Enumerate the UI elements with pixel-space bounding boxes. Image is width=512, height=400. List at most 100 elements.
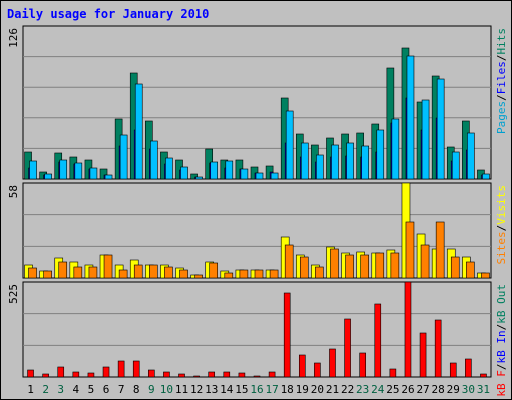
bar-pages-day-16: [255, 172, 264, 180]
day-label: 24: [371, 383, 385, 396]
y-max-label-bottom: 525: [7, 284, 20, 304]
bar-kb-f-day-3: [57, 366, 65, 378]
day-label: 22: [341, 383, 354, 396]
y-max-label-top: 126: [7, 28, 20, 48]
bar-kb-f-day-5: [87, 372, 95, 378]
day-label: 4: [73, 383, 80, 396]
bar-kb-f-day-23: [359, 352, 366, 378]
bar-kb-f-day-16: [253, 375, 261, 378]
bar-sites-day-29: [450, 256, 460, 279]
bar-sites-day-3: [58, 261, 68, 279]
day-label: 5: [88, 383, 95, 396]
bar-kb-f-day-15: [238, 372, 246, 378]
bar-pages-day-30: [467, 132, 475, 180]
day-label: 30: [462, 383, 475, 396]
bar-pages-day-12: [195, 176, 203, 180]
bar-sites-day-31: [481, 272, 490, 279]
bar-sites-day-11: [179, 269, 188, 279]
bar-pages-day-23: [361, 145, 369, 180]
bar-kb-f-day-9: [148, 369, 155, 378]
bar-sites-day-13: [209, 262, 219, 279]
day-label: 1: [27, 383, 34, 396]
bar-pages-day-1: [29, 160, 37, 180]
day-label: 21: [326, 383, 339, 396]
bar-pages-day-18: [285, 110, 294, 180]
legend-top: Pages/Files/Hits: [495, 28, 508, 134]
bar-kb-f-day-30: [465, 358, 472, 378]
bar-pages-day-28: [436, 78, 445, 180]
legend-middle: Sites/Visits: [495, 185, 508, 265]
bar-sites-day-2: [43, 270, 52, 279]
bar-sites-day-1: [28, 267, 37, 279]
bar-kb-f-day-13: [208, 371, 216, 378]
legend-entry: Visits: [495, 185, 508, 225]
day-label: 25: [386, 383, 399, 396]
bar-kb-f-day-25: [389, 368, 397, 378]
bar-pages-day-10: [165, 157, 173, 180]
day-label: 17: [265, 383, 278, 396]
bar-sites-day-28: [435, 221, 445, 279]
day-label: 19: [296, 383, 309, 396]
bar-pages-day-15: [240, 168, 249, 180]
bar-sites-day-26: [405, 221, 415, 279]
bar-sites-day-20: [315, 266, 324, 279]
day-label: 7: [118, 383, 125, 396]
bar-sites-day-22: [345, 254, 354, 279]
bar-pages-day-20: [316, 154, 324, 180]
bar-kb-f-day-12: [193, 375, 200, 378]
bar-kb-f-day-20: [314, 362, 321, 378]
bar-sites-day-30: [466, 261, 475, 279]
legend-entry: Files: [495, 61, 508, 94]
bar-kb-f-day-22: [344, 318, 351, 378]
bar-kb-f-day-27: [419, 332, 427, 378]
bar-kb-f-day-4: [72, 371, 80, 378]
bar-sites-day-9: [149, 264, 158, 279]
bar-sites-day-6: [103, 254, 113, 279]
bar-pages-day-11: [180, 166, 188, 180]
day-label: 16: [250, 383, 263, 396]
bar-kb-f-day-1: [27, 369, 34, 378]
bar-sites-day-12: [194, 274, 203, 279]
bar-sites-day-25: [390, 252, 400, 279]
bar-pages-day-26: [406, 55, 415, 180]
day-label: 10: [160, 383, 173, 396]
bar-pages-day-4: [74, 162, 83, 180]
bar-sites-day-4: [73, 266, 83, 279]
bar-pages-day-24: [376, 129, 385, 180]
bar-sites-day-10: [164, 266, 173, 279]
bar-pages-day-25: [391, 118, 400, 180]
bar-kb-f-day-21: [329, 348, 336, 378]
bar-kb-f-day-14: [223, 371, 231, 378]
bar-pages-day-29: [451, 151, 460, 180]
bar-kb-f-day-24: [374, 303, 382, 378]
bar-pages-day-2: [44, 173, 52, 180]
day-label: 29: [447, 383, 460, 396]
bar-sites-day-19: [299, 256, 309, 279]
legend-entry: Sites: [495, 231, 508, 264]
bar-sites-day-17: [269, 269, 279, 279]
day-label: 12: [190, 383, 203, 396]
bar-pages-day-6: [104, 174, 113, 180]
day-label: 6: [103, 383, 110, 396]
day-label: 15: [235, 383, 248, 396]
bar-sites-day-21: [330, 248, 339, 279]
day-label: 9: [148, 383, 155, 396]
bar-sites-day-18: [284, 244, 294, 279]
bar-sites-day-23: [360, 254, 369, 279]
bar-sites-day-24: [375, 252, 385, 279]
day-label: 13: [205, 383, 218, 396]
bar-kb-f-day-31: [480, 373, 487, 378]
bar-pages-day-17: [270, 172, 279, 180]
legend-bottom: kB F/kB In/kB Out: [495, 284, 508, 397]
bar-kb-f-day-29: [449, 362, 457, 378]
day-label: 20: [311, 383, 324, 396]
bar-pages-day-21: [331, 144, 339, 180]
legend-entry: kB Out: [495, 284, 508, 324]
day-label: 26: [401, 383, 414, 396]
bar-sites-day-7: [118, 269, 128, 279]
legend-entry: kB In: [495, 330, 508, 363]
legend-entry: Hits: [495, 28, 508, 55]
bar-kb-f-day-6: [102, 366, 110, 378]
bar-kb-f-day-10: [163, 371, 170, 378]
bar-kb-f-day-11: [178, 373, 185, 378]
